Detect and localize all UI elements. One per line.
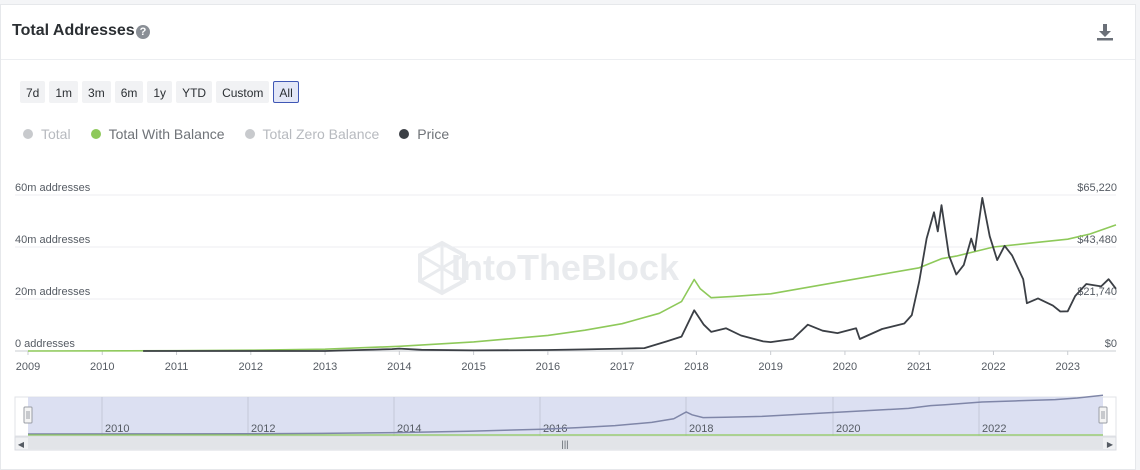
- navigator-year-label: 2020: [836, 423, 860, 435]
- x-tick-label: 2017: [610, 361, 634, 373]
- x-tick-label: 2015: [461, 361, 485, 373]
- x-tick-label: 2019: [758, 361, 782, 373]
- help-icon[interactable]: ?: [136, 25, 150, 39]
- download-icon[interactable]: [1096, 23, 1114, 41]
- legend-item-total-with-balance[interactable]: Total With Balance: [90, 126, 225, 142]
- chart-legend: Total Total With Balance Total Zero Balanc…: [23, 126, 449, 142]
- series-line-total-with-balance: [27, 224, 1117, 352]
- scroll-left-arrow-icon[interactable]: ◀: [18, 440, 25, 449]
- x-tick-label: 2013: [313, 361, 337, 373]
- page-title: Total Addresses: [12, 22, 135, 39]
- navigator-year-label: 2012: [251, 423, 275, 435]
- range-button-all[interactable]: All: [273, 81, 299, 103]
- range-button-6m[interactable]: 6m: [114, 81, 144, 103]
- scrollbar-grip-icon: |||: [561, 439, 568, 449]
- card-header: Total Addresses ?: [1, 5, 1135, 60]
- range-button-3m[interactable]: 3m: [82, 81, 111, 103]
- range-button-ytd[interactable]: YTD: [176, 81, 213, 103]
- navigator-year-label: 2022: [982, 423, 1006, 435]
- watermark-text: IntoTheBlock: [451, 247, 680, 288]
- x-tick-label: 2022: [981, 361, 1005, 373]
- range-button-1y[interactable]: 1y: [147, 81, 173, 103]
- legend-item-total[interactable]: Total: [23, 126, 71, 142]
- legend-item-total-zero-balance[interactable]: Total Zero Balance: [244, 126, 380, 142]
- y-left-tick-label: 40m addresses: [15, 234, 91, 246]
- y-right-tick-label: $21,740: [1077, 286, 1117, 298]
- legend-dot-icon: [90, 129, 101, 139]
- scroll-right-arrow-icon[interactable]: ▶: [1107, 440, 1114, 449]
- x-tick-label: 2016: [536, 361, 560, 373]
- y-left-tick-label: 20m addresses: [15, 286, 91, 298]
- navigator-right-handle[interactable]: [1098, 406, 1108, 424]
- x-tick-label: 2011: [165, 361, 189, 373]
- y-right-tick-label: $65,220: [1077, 182, 1117, 194]
- range-button-7d[interactable]: 7d: [20, 81, 46, 103]
- navigator-series-line: [27, 394, 1104, 435]
- legend-item-price[interactable]: Price: [399, 126, 449, 142]
- scrollbar-thumb[interactable]: [28, 438, 1103, 449]
- legend-dot-icon: [399, 129, 410, 139]
- range-selector: 7d 1m 3m 6m 1y YTD Custom All: [20, 81, 299, 103]
- x-tick-label: 2021: [907, 361, 931, 373]
- series-line-price: [143, 197, 1117, 352]
- range-button-custom[interactable]: Custom: [216, 81, 270, 103]
- x-tick-label: 2023: [1055, 361, 1079, 373]
- x-tick-label: 2009: [16, 361, 40, 373]
- navigator-left-handle[interactable]: [23, 406, 33, 424]
- y-left-tick-label: 0 addresses: [15, 338, 75, 350]
- legend-label: Total Zero Balance: [262, 126, 380, 142]
- legend-dot-icon: [244, 129, 255, 139]
- x-tick-label: 2018: [684, 361, 708, 373]
- y-right-tick-label: $0: [1105, 338, 1117, 350]
- navigator-year-label: 2010: [105, 423, 129, 435]
- navigator-selection: [28, 397, 1103, 436]
- navigator-year-label: 2018: [689, 423, 713, 435]
- x-tick-label: 2010: [90, 361, 114, 373]
- x-tick-label: 2012: [239, 361, 263, 373]
- legend-label: Total With Balance: [108, 126, 225, 142]
- y-left-tick-label: 60m addresses: [15, 182, 91, 194]
- range-button-1m[interactable]: 1m: [49, 81, 79, 103]
- x-tick-label: 2014: [387, 361, 411, 373]
- x-tick-label: 2020: [833, 361, 857, 373]
- legend-label: Price: [417, 126, 450, 142]
- y-right-tick-label: $43,480: [1077, 234, 1117, 246]
- legend-dot-icon: [23, 129, 33, 139]
- legend-label: Total: [41, 126, 71, 142]
- watermark-logo-icon: [418, 240, 466, 296]
